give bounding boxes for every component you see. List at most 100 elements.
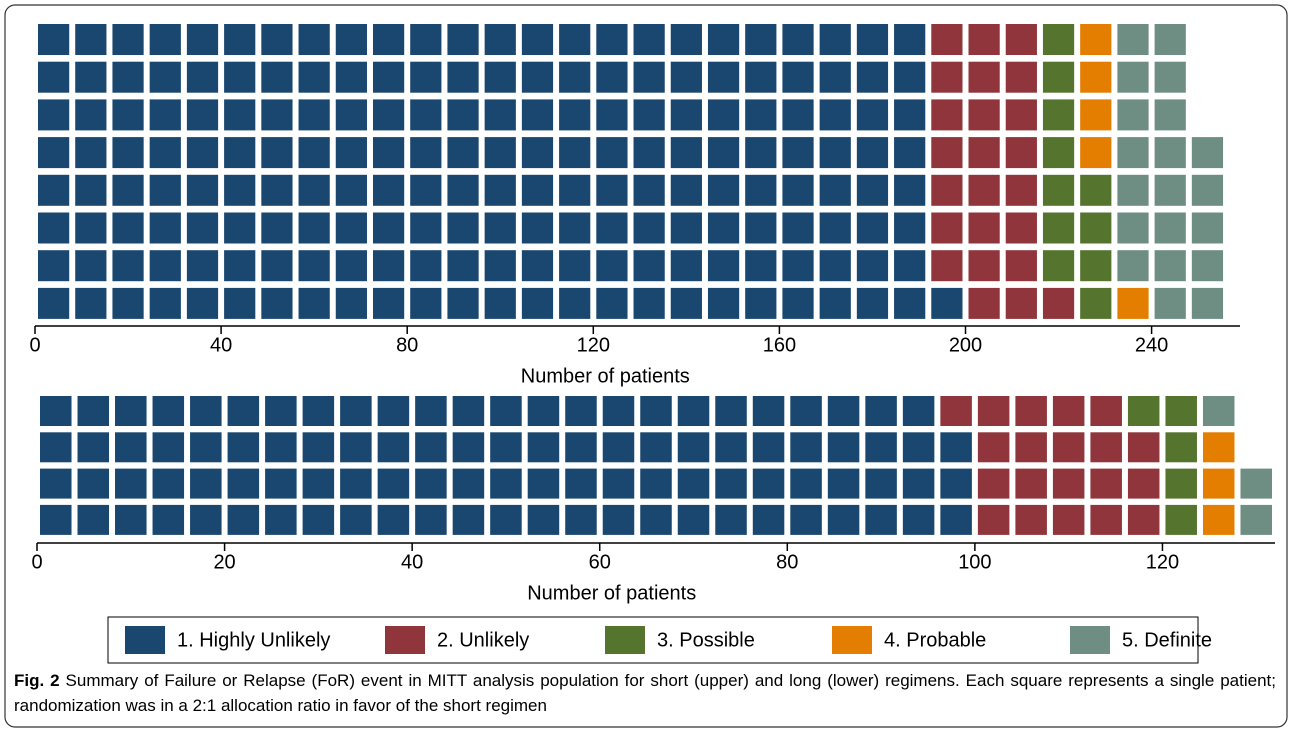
waffle-square — [1202, 468, 1235, 499]
waffle-square — [372, 287, 405, 319]
x-tick-label: 160 — [763, 334, 796, 356]
waffle-square — [940, 468, 972, 499]
waffle-square — [302, 396, 335, 426]
waffle-square — [782, 137, 814, 169]
waffle-square — [527, 432, 560, 463]
waffle-square — [1117, 287, 1149, 319]
waffle-square — [224, 137, 256, 169]
waffle-square — [940, 504, 972, 535]
waffle-square — [1042, 174, 1075, 206]
waffle-square — [1080, 212, 1112, 244]
waffle-square — [1090, 468, 1122, 499]
waffle-square — [372, 212, 405, 244]
waffle-square — [410, 137, 442, 169]
waffle-square — [186, 24, 219, 55]
waffle-square — [827, 396, 860, 426]
waffle-square — [415, 396, 447, 426]
waffle-square — [38, 99, 70, 131]
waffle-square — [677, 504, 710, 535]
waffle-square — [484, 137, 516, 169]
waffle-square — [782, 99, 814, 131]
waffle-square — [265, 432, 297, 463]
waffle-square — [227, 432, 260, 463]
waffle-square — [790, 504, 822, 535]
waffle-square — [190, 432, 222, 463]
waffle-square — [335, 24, 367, 55]
caption-label: Fig. 2 — [14, 671, 60, 690]
waffle-square — [1117, 250, 1149, 282]
waffle-square — [565, 432, 597, 463]
waffle-square — [1080, 287, 1112, 319]
waffle-square — [559, 250, 591, 282]
waffle-square — [149, 212, 181, 244]
waffle-square — [410, 99, 442, 131]
waffle-square — [335, 99, 367, 131]
waffle-square — [1165, 468, 1197, 499]
waffle-square — [335, 250, 367, 282]
waffle-square — [149, 287, 181, 319]
waffle-square — [1005, 287, 1037, 319]
waffle-square — [559, 61, 591, 93]
waffle-square — [819, 99, 851, 131]
waffle-square — [224, 61, 256, 93]
waffle-square — [1154, 61, 1186, 93]
waffle-square — [298, 174, 330, 206]
waffle-square — [77, 468, 110, 499]
waffle-square — [856, 61, 889, 93]
waffle-square — [186, 212, 219, 244]
waffle-square — [1005, 137, 1037, 169]
waffle-square — [856, 174, 889, 206]
waffle-square — [968, 212, 1000, 244]
waffle-square — [633, 174, 665, 206]
waffle-square — [707, 61, 740, 93]
waffle-square — [452, 504, 485, 535]
waffle-square — [790, 396, 822, 426]
waffle-square — [894, 250, 926, 282]
waffle-square — [527, 504, 560, 535]
waffle-square — [596, 250, 628, 282]
waffle-square — [707, 174, 740, 206]
waffle-square — [490, 396, 522, 426]
waffle-square — [940, 432, 972, 463]
legend-swatch — [1070, 626, 1110, 654]
waffle-square — [377, 504, 410, 535]
waffle-square — [224, 174, 256, 206]
waffle-square — [565, 468, 597, 499]
waffle-square — [782, 287, 814, 319]
waffle-square — [372, 99, 405, 131]
waffle-square — [1005, 174, 1037, 206]
waffle-square — [1127, 396, 1160, 426]
waffle-square — [115, 468, 147, 499]
waffle-square — [75, 137, 107, 169]
x-tick-label: 120 — [577, 334, 610, 356]
waffle-square — [559, 212, 591, 244]
waffle-square — [856, 250, 889, 282]
waffle-square — [931, 174, 963, 206]
x-tick-label: 80 — [776, 551, 798, 573]
waffle-square — [894, 212, 926, 244]
x-tick-label: 80 — [396, 334, 418, 356]
waffle-square — [112, 61, 144, 93]
waffle-square — [372, 250, 405, 282]
waffle-square — [931, 24, 963, 55]
waffle-square — [633, 212, 665, 244]
waffle-square — [447, 137, 479, 169]
waffle-square — [1191, 287, 1224, 319]
waffle-square — [38, 61, 70, 93]
waffle-square — [1154, 212, 1186, 244]
waffle-square — [447, 287, 479, 319]
waffle-square — [521, 99, 554, 131]
waffle-square — [224, 99, 256, 131]
waffle-square — [1080, 174, 1112, 206]
waffle-square — [1042, 212, 1075, 244]
waffle-square — [827, 432, 860, 463]
waffle-square — [670, 250, 702, 282]
waffle-square — [1191, 250, 1224, 282]
waffle-square — [902, 504, 935, 535]
waffle-square — [931, 212, 963, 244]
waffle-square — [968, 287, 1000, 319]
waffle-square — [521, 137, 554, 169]
waffle-square — [298, 250, 330, 282]
waffle-square — [1202, 432, 1235, 463]
waffle-square — [377, 432, 410, 463]
